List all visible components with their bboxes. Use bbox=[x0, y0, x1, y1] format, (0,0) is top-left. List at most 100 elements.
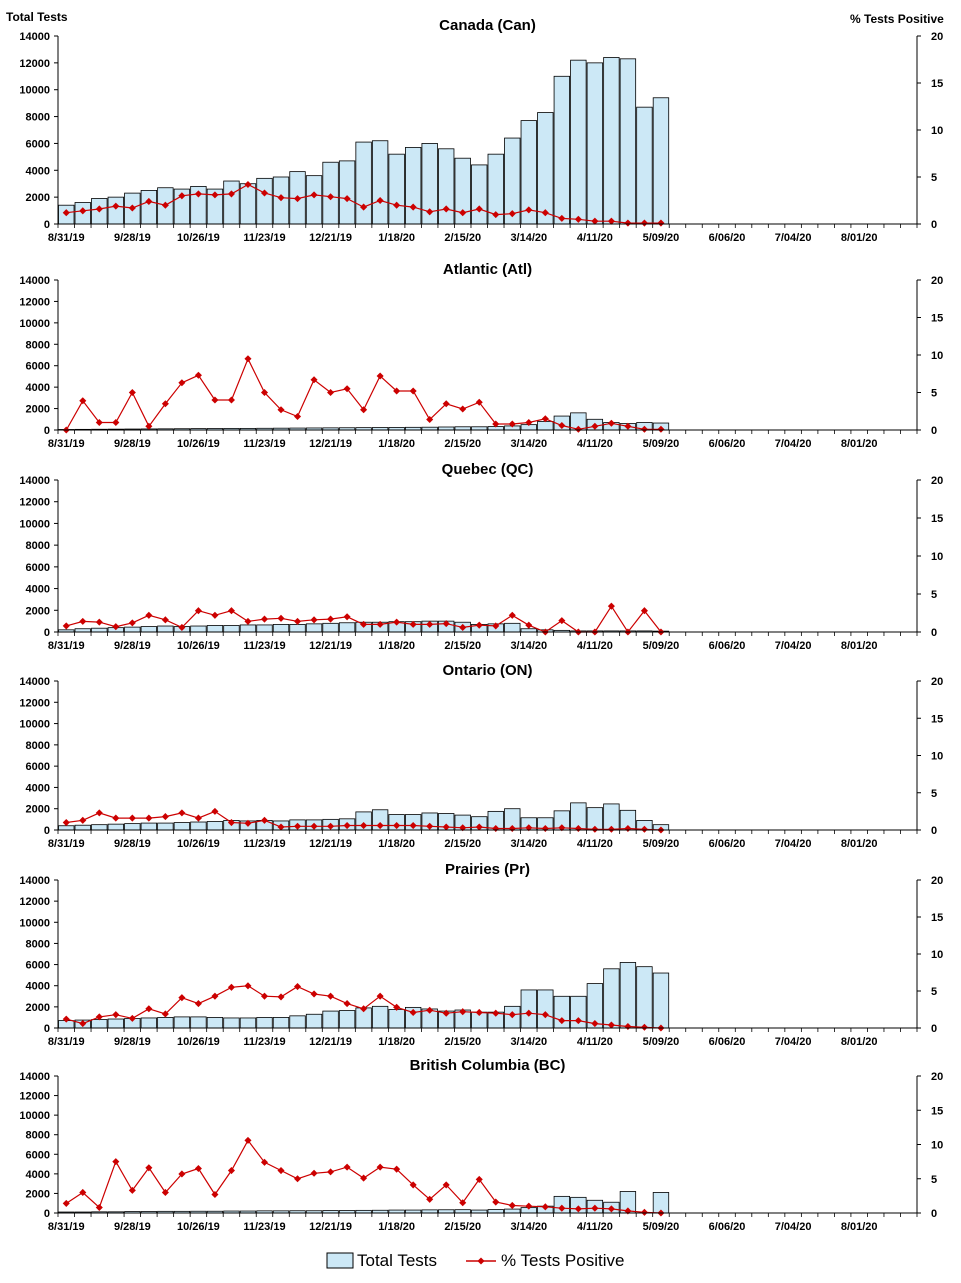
panel-5-pct-point-18 bbox=[360, 1174, 368, 1182]
panel-0-pct-point-15 bbox=[310, 191, 318, 199]
panel-5-y-left-tick-label-1: 2000 bbox=[26, 1188, 50, 1200]
panel-0-x-tick-label-0: 8/31/19 bbox=[48, 232, 85, 244]
panel-4-pct-point-15 bbox=[310, 990, 318, 998]
panel-0-bar-20 bbox=[388, 153, 405, 225]
panel-0-pct-point-12 bbox=[260, 189, 269, 197]
panel-1-x-tick-label-4: 12/21/19 bbox=[309, 438, 352, 450]
panel-2-bar-10 bbox=[223, 625, 240, 633]
panel-3-pct-point-19 bbox=[376, 821, 384, 830]
panel-4-pct-point-7 bbox=[178, 994, 186, 1002]
panel-2-y-left-tick-label-4: 8000 bbox=[26, 540, 50, 552]
panel-2-pct-point-5 bbox=[145, 611, 153, 619]
panel-0-bar-35 bbox=[636, 106, 653, 225]
panel-2-bar-12 bbox=[256, 624, 273, 633]
panel-1-pct-point-30 bbox=[558, 421, 566, 430]
panel-2-bar-15 bbox=[305, 623, 323, 633]
panel-4-bar-3 bbox=[107, 1018, 124, 1029]
panel-5-title: British Columbia (BC) bbox=[410, 1057, 566, 1074]
panel-3-pct-point-21 bbox=[409, 821, 417, 830]
panel-1-pct-point-34 bbox=[624, 422, 632, 430]
panel-3-pct-point-16 bbox=[327, 822, 335, 830]
panel-5-y-right-tick-label-4: 20 bbox=[931, 1071, 943, 1083]
panel-4-pct-point-4 bbox=[128, 1014, 136, 1022]
panel-3-bar-1 bbox=[74, 824, 91, 831]
panel-0-y-left-tick-label-0: 0 bbox=[44, 219, 50, 231]
panel-4-bar-29 bbox=[537, 989, 554, 1029]
panel-2-pct-point-10 bbox=[227, 607, 235, 615]
panel-0-bar-18 bbox=[355, 141, 372, 225]
panel-0-y-left-tick-label-5: 10000 bbox=[19, 85, 50, 97]
panel-5-pct-point-16 bbox=[327, 1168, 335, 1176]
panel-4-bar-20 bbox=[388, 1009, 405, 1029]
panel-2-x-tick-label-0: 8/31/19 bbox=[48, 640, 85, 652]
panel-3-x-tick-label-8: 4/11/20 bbox=[577, 838, 613, 850]
panel-2-title: Quebec (QC) bbox=[442, 461, 534, 478]
panel-5-pct-point-35 bbox=[640, 1208, 648, 1216]
panel-0-bar-19 bbox=[371, 140, 389, 225]
panel-5-x-tick-label-9: 5/09/20 bbox=[643, 1221, 680, 1233]
panel-2-x-tick-label-10: 6/06/20 bbox=[709, 640, 746, 652]
panel-4-y-right-tick-label-4: 20 bbox=[931, 875, 943, 887]
panel-2-x-tick-label-11: 7/04/20 bbox=[775, 640, 812, 652]
panel-5-pct-point-14 bbox=[293, 1175, 302, 1183]
panel-0-pct-point-4 bbox=[128, 204, 136, 212]
panel-1-pct-point-16 bbox=[327, 388, 335, 397]
panel-3-pct-point-2 bbox=[95, 809, 103, 817]
panel-1-pct-point-9 bbox=[211, 396, 219, 404]
panel-4-bar-28 bbox=[520, 989, 537, 1029]
panel-1-title: Atlantic (Atl) bbox=[443, 261, 532, 278]
panel-4-y-left-tick-label-5: 10000 bbox=[19, 917, 50, 929]
panel-1-pct-point-28 bbox=[525, 418, 533, 427]
panel-3-y-left-tick-label-7: 14000 bbox=[19, 676, 50, 688]
panel-4-pct-point-2 bbox=[95, 1013, 103, 1021]
panel-2-x-tick-label-2: 10/26/19 bbox=[177, 640, 220, 652]
panel-3-y-left-tick-label-4: 8000 bbox=[26, 740, 50, 752]
legend-line-label: % Tests Positive bbox=[501, 1251, 624, 1270]
panel-0-pct-point-25 bbox=[475, 205, 483, 213]
panel-0-y-left-tick-label-1: 2000 bbox=[26, 192, 50, 204]
panel-2-pct-point-13 bbox=[277, 614, 285, 622]
panel-3-pct-point-9 bbox=[211, 807, 219, 815]
panel-4-pct-point-30 bbox=[558, 1017, 566, 1025]
panel-2-bar-14 bbox=[289, 624, 306, 633]
panel-2-bar-13 bbox=[272, 624, 290, 633]
panel-1-y-left-tick-label-3: 6000 bbox=[26, 361, 50, 373]
panel-1-pct-point-36 bbox=[657, 425, 665, 433]
panel-1-y-left-tick-label-1: 2000 bbox=[26, 404, 50, 416]
panel-5-x-tick-label-12: 8/01/20 bbox=[841, 1221, 878, 1233]
panel-2-x-tick-label-4: 12/21/19 bbox=[309, 640, 352, 652]
panel-4-x-tick-label-4: 12/21/19 bbox=[309, 1036, 352, 1048]
panel-4-x-tick-label-12: 8/01/20 bbox=[841, 1036, 878, 1048]
panel-3-y-left-tick-label-5: 10000 bbox=[19, 719, 50, 731]
panel-0-pct-point-32 bbox=[591, 217, 599, 225]
panel-3-x-tick-label-11: 7/04/20 bbox=[775, 838, 812, 850]
panel-2-pct-point-9 bbox=[211, 611, 219, 619]
panel-2-pct-point-17 bbox=[343, 613, 351, 621]
panel-4-x-tick-label-8: 4/11/20 bbox=[577, 1036, 613, 1048]
panel-4-pct-point-27 bbox=[508, 1011, 516, 1019]
panel-3-pct-point-12 bbox=[260, 816, 269, 824]
panel-0-x-tick-label-8: 4/11/20 bbox=[577, 232, 613, 244]
panel-0-pct-point-11 bbox=[244, 180, 252, 189]
panel-3-x-tick-label-5: 1/18/20 bbox=[378, 838, 415, 850]
panel-5-y-left-tick-label-2: 4000 bbox=[26, 1169, 50, 1181]
panel-2-pct-point-2 bbox=[95, 618, 103, 626]
panel-1-pct-point-20 bbox=[393, 387, 401, 395]
panel-4-bar-35 bbox=[636, 966, 653, 1029]
panel-1-pct-point-12 bbox=[260, 388, 269, 397]
panel-4-x-tick-label-7: 3/14/20 bbox=[510, 1036, 547, 1048]
panel-4-pct-point-24 bbox=[459, 1008, 467, 1016]
panel-4-y-right-tick-label-3: 15 bbox=[931, 912, 943, 924]
panel-3-bar-2 bbox=[91, 824, 108, 831]
panel-4-x-tick-label-2: 10/26/19 bbox=[177, 1036, 220, 1048]
panel-0-pct-point-20 bbox=[393, 201, 401, 209]
panel-1-y-right-tick-label-3: 15 bbox=[931, 313, 943, 325]
panel-4-bar-34 bbox=[619, 962, 637, 1029]
panel-1-pct-point-5 bbox=[145, 422, 153, 430]
panel-2-pct-point-23 bbox=[442, 620, 450, 628]
panel-1-pct-point-21 bbox=[409, 387, 417, 395]
legend-line-marker bbox=[477, 1257, 485, 1265]
panel-5-y-left-tick-label-0: 0 bbox=[44, 1208, 50, 1220]
panel-2-pct-point-35 bbox=[640, 607, 648, 615]
panel-0-x-tick-label-12: 8/01/20 bbox=[841, 232, 878, 244]
